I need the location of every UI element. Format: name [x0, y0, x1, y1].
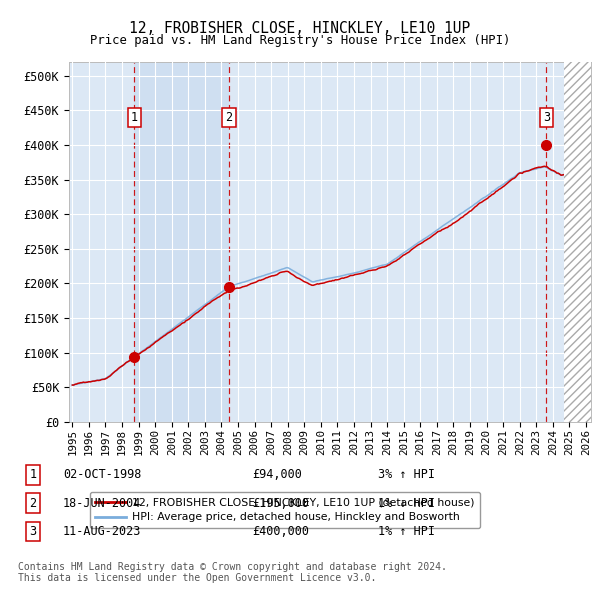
Text: 3% ↑ HPI: 3% ↑ HPI [378, 468, 435, 481]
Legend: 12, FROBISHER CLOSE, HINCKLEY, LE10 1UP (detached house), HPI: Average price, de: 12, FROBISHER CLOSE, HINCKLEY, LE10 1UP … [90, 492, 480, 528]
Text: 11-AUG-2023: 11-AUG-2023 [63, 525, 142, 538]
Text: 1: 1 [29, 468, 37, 481]
Text: Price paid vs. HM Land Registry's House Price Index (HPI): Price paid vs. HM Land Registry's House … [90, 34, 510, 47]
Text: 1% ↑ HPI: 1% ↑ HPI [378, 525, 435, 538]
Text: 1: 1 [131, 111, 138, 124]
Text: £195,000: £195,000 [252, 497, 309, 510]
Bar [564, 27, 600, 422]
Bar [134, 62, 229, 422]
Text: 2: 2 [226, 111, 233, 124]
Text: 02-OCT-1998: 02-OCT-1998 [63, 468, 142, 481]
Text: 3: 3 [543, 111, 550, 124]
Text: 3: 3 [29, 525, 37, 538]
Text: Contains HM Land Registry data © Crown copyright and database right 2024.
This d: Contains HM Land Registry data © Crown c… [18, 562, 447, 584]
Text: 2: 2 [29, 497, 37, 510]
Text: 12, FROBISHER CLOSE, HINCKLEY, LE10 1UP: 12, FROBISHER CLOSE, HINCKLEY, LE10 1UP [130, 21, 470, 35]
Text: 18-JUN-2004: 18-JUN-2004 [63, 497, 142, 510]
Text: £94,000: £94,000 [252, 468, 302, 481]
Text: 1% ↓ HPI: 1% ↓ HPI [378, 497, 435, 510]
Text: £400,000: £400,000 [252, 525, 309, 538]
